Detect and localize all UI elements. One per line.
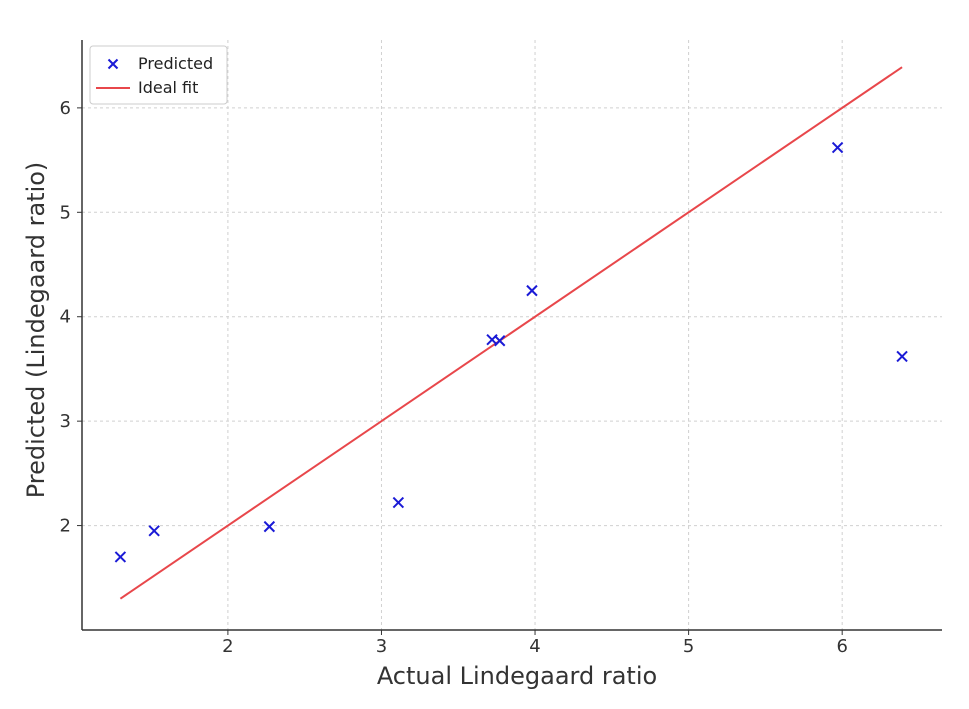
tick-labels: 2 3 4 5 6 2 3 4 5 6: [60, 98, 848, 657]
y-axis-label: Predicted (Lindegaard ratio): [22, 162, 50, 499]
data-point: [494, 335, 506, 347]
legend-label-ideal-fit: Ideal fit: [138, 78, 198, 97]
data-point-stroke: [114, 551, 127, 563]
series-layer: [114, 66, 908, 600]
y-tick-label: 3: [60, 411, 71, 432]
legend-marker-predicted: [107, 58, 119, 70]
x-tick-label: 2: [222, 636, 233, 657]
axes: [77, 40, 942, 635]
legend: Predicted Ideal fit: [89, 45, 228, 105]
ideal-fit-line: [119, 66, 903, 600]
legend-label-predicted: Predicted: [138, 54, 213, 73]
data-point-stroke: [494, 335, 506, 347]
data-point: [148, 525, 160, 537]
data-point: [263, 520, 276, 533]
legend-x-stroke: [107, 58, 119, 70]
data-point: [114, 551, 127, 563]
data-point-stroke: [831, 141, 844, 154]
data-point: [896, 350, 908, 363]
y-tick-label: 2: [60, 516, 71, 537]
x-tick-label: 5: [683, 636, 694, 657]
data-point-stroke: [148, 525, 160, 537]
data-point: [526, 284, 538, 297]
legend-box: [89, 45, 228, 105]
y-tick-label: 4: [60, 307, 71, 328]
y-tick-label: 6: [60, 98, 71, 119]
data-point-stroke: [896, 350, 908, 363]
data-point-stroke: [392, 496, 405, 509]
grid-lines: [82, 40, 942, 630]
x-tick-label: 6: [836, 636, 847, 657]
data-point-stroke: [526, 284, 538, 297]
data-point-stroke: [263, 520, 276, 533]
x-tick-label: 3: [376, 636, 387, 657]
x-tick-label: 4: [529, 636, 540, 657]
x-axis-label: Actual Lindegaard ratio: [377, 662, 657, 690]
data-point: [831, 141, 844, 154]
y-tick-label: 5: [60, 202, 71, 223]
data-point: [392, 496, 405, 509]
